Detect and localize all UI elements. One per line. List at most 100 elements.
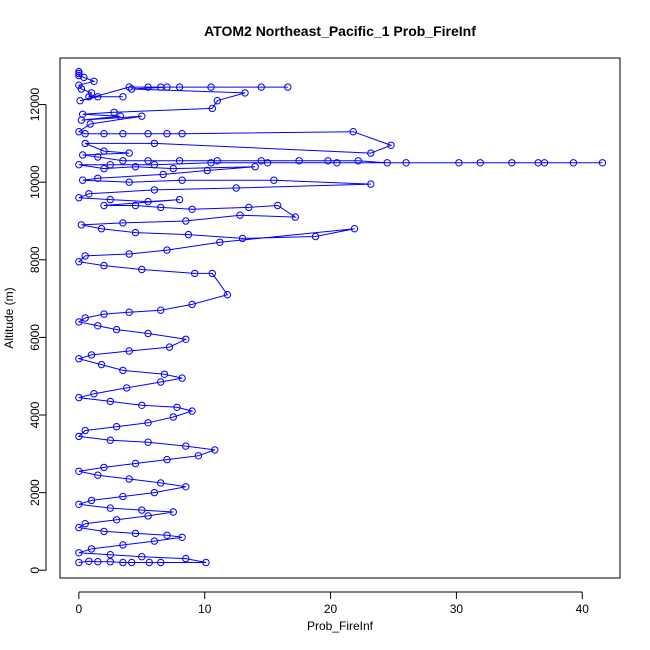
data-point: [165, 343, 174, 351]
data-point: [94, 93, 102, 101]
data-point: [150, 537, 159, 545]
data-point: [207, 83, 215, 91]
data-point: [100, 310, 108, 318]
data-point: [123, 384, 131, 392]
data-point: [75, 67, 83, 76]
data-point: [94, 322, 102, 330]
data-point: [245, 203, 253, 212]
data-point: [274, 201, 282, 210]
data-point: [144, 83, 152, 91]
data-point: [106, 161, 115, 169]
data-point: [75, 467, 83, 475]
x-tick-label: 10: [198, 602, 212, 616]
data-point: [182, 554, 190, 563]
data-point: [106, 504, 115, 512]
data-point: [291, 213, 299, 221]
data-point: [80, 73, 88, 82]
data-point: [75, 258, 83, 266]
data-point: [138, 265, 146, 274]
data-point: [367, 180, 375, 188]
data-point: [150, 488, 159, 497]
x-tick-label: 20: [324, 602, 338, 616]
chart-title: ATOM2 Northeast_Pacific_1 Prob_FireInf: [204, 23, 476, 39]
data-point: [131, 201, 140, 210]
data-point: [387, 141, 395, 150]
data-point: [100, 201, 108, 210]
data-point: [178, 533, 186, 541]
data-point: [157, 203, 165, 212]
data-point: [90, 77, 98, 86]
data-point: [150, 139, 159, 148]
data-point: [85, 93, 93, 101]
data-point: [112, 516, 121, 524]
data-point: [131, 529, 140, 538]
data-point: [159, 170, 167, 179]
data-point: [100, 164, 108, 173]
data-point: [100, 463, 108, 472]
data-point: [77, 116, 86, 124]
data-point: [100, 527, 108, 536]
x-axis: 0 10 20 30 40: [76, 591, 590, 616]
y-tick-label: 2000: [28, 479, 42, 506]
data-point: [354, 157, 362, 165]
data-point: [128, 558, 136, 567]
data-point: [131, 163, 140, 171]
data-point: [257, 83, 265, 91]
chart-marks: [75, 67, 607, 567]
data-point: [119, 130, 127, 138]
plot-frame: [59, 57, 621, 579]
data-point: [169, 413, 178, 421]
data-point: [157, 306, 165, 314]
data-point: [202, 558, 210, 567]
data-point: [203, 166, 211, 175]
y-axis: 0 2000 4000 6000 8000 10000 12000: [28, 88, 47, 574]
data-point: [169, 508, 178, 516]
data-point: [350, 225, 359, 233]
data-point: [163, 246, 171, 254]
y-tick-label: 0: [28, 567, 42, 574]
data-point: [208, 104, 217, 113]
data-point: [191, 269, 199, 278]
data-point: [75, 194, 83, 202]
data-point: [116, 112, 125, 120]
data-point: [144, 438, 152, 446]
data-point: [144, 197, 152, 206]
data-point: [175, 157, 184, 165]
data-point: [110, 108, 118, 117]
data-point: [251, 163, 259, 171]
data-point: [367, 149, 375, 157]
data-point: [100, 130, 108, 138]
data-point: [106, 436, 115, 444]
data-point: [236, 211, 244, 219]
data-point: [75, 549, 83, 557]
x-tick-label: 40: [576, 602, 590, 616]
y-axis-label: Altitude (m): [2, 287, 16, 348]
data-point: [100, 261, 108, 270]
data-point: [90, 390, 98, 398]
data-point: [144, 512, 152, 520]
data-point: [455, 159, 463, 167]
data-point: [163, 130, 171, 138]
data-point: [333, 159, 341, 167]
data-point: [150, 161, 159, 169]
data-point: [81, 139, 89, 148]
data-point: [270, 176, 278, 184]
x-axis-label: Prob_FireInf: [307, 619, 374, 633]
data-point: [157, 479, 165, 487]
data-point: [125, 347, 133, 355]
series-line: [77, 71, 603, 563]
data-point: [178, 176, 186, 184]
data-point: [232, 184, 240, 192]
data-point: [163, 83, 171, 91]
data-point: [81, 520, 89, 528]
data-point: [75, 393, 83, 402]
data-point: [163, 455, 171, 464]
data-point: [75, 318, 83, 326]
data-point: [87, 351, 96, 359]
data-point: [476, 159, 484, 167]
data-point: [178, 130, 186, 138]
data-point: [144, 419, 152, 427]
data-point: [211, 446, 219, 454]
data-point: [77, 221, 86, 229]
data-point: [160, 370, 169, 378]
